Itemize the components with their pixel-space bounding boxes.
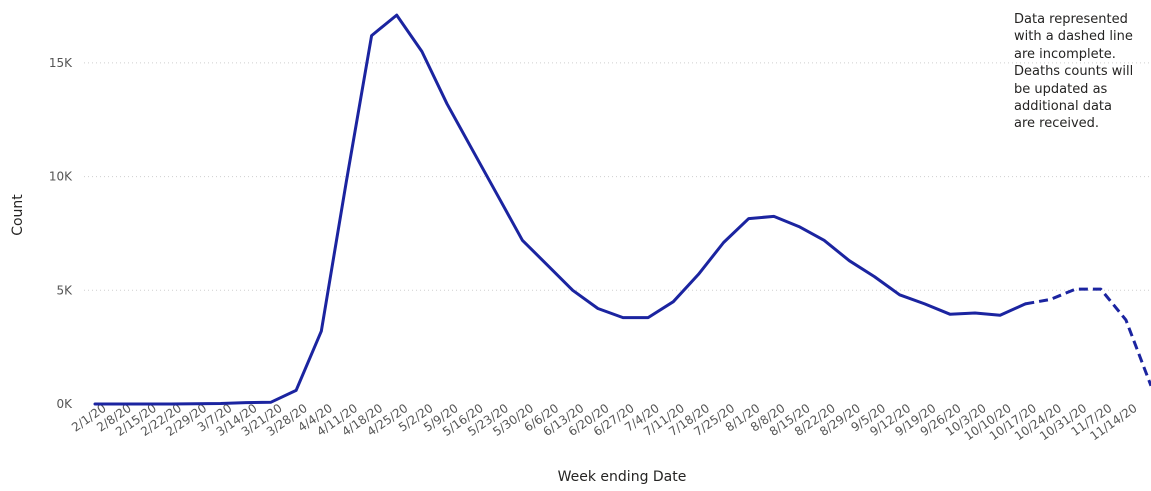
note-line: be updated as <box>1014 81 1108 97</box>
y-tick-label: 0K <box>56 397 73 411</box>
incomplete-data-note: Data represented with a dashed line are … <box>1014 11 1149 133</box>
y-tick-label: 15K <box>49 56 73 70</box>
series-line-complete <box>93 13 1027 406</box>
y-tick-label: 10K <box>49 170 73 184</box>
series-line-incomplete <box>1025 287 1151 387</box>
note-line: with a dashed line <box>1014 29 1133 45</box>
note-line: are incomplete. <box>1014 46 1116 62</box>
y-axis-title: Count <box>10 194 26 236</box>
note-line: Data represented <box>1014 12 1128 27</box>
x-axis-title: Week ending Date <box>558 469 687 485</box>
note-line: are received. <box>1014 116 1100 132</box>
y-tick-label: 5K <box>56 283 73 297</box>
note-line: Deaths counts will <box>1014 64 1134 80</box>
note-line: additional data <box>1014 99 1112 115</box>
